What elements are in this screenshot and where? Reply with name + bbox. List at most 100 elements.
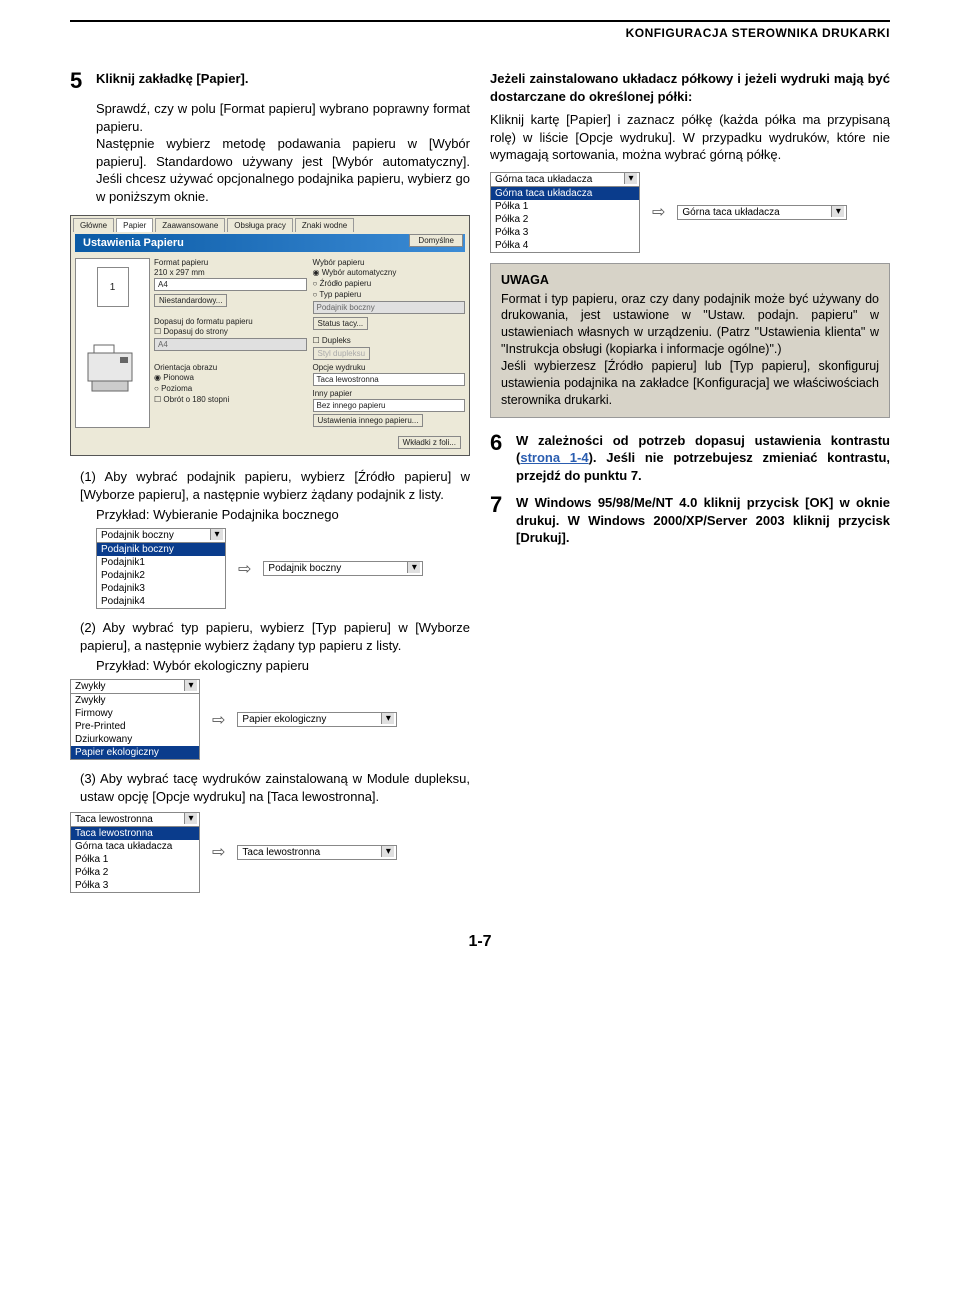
status-button[interactable]: Status tacy... xyxy=(313,317,369,330)
list-item[interactable]: Podajnik2 xyxy=(97,569,225,582)
list-item[interactable]: Półka 4 xyxy=(491,239,639,252)
substep-3: (3) Aby wybrać tacę wydruków zainstalowa… xyxy=(80,770,470,805)
header-rule xyxy=(70,20,890,22)
output-options-label: Opcje wydruku xyxy=(313,363,466,372)
wybor-label: Wybór papieru xyxy=(313,258,466,267)
radio-label: Źródło papieru xyxy=(320,279,372,288)
fit-checkbox[interactable]: ☐ Dopasuj do strony xyxy=(154,327,307,336)
example-2: Przykład: Wybór ekologiczny papieru xyxy=(96,658,470,673)
radio-label: Pionowa xyxy=(163,373,194,382)
result-dropdown[interactable]: Papier ekologiczny xyxy=(237,712,397,727)
dialog-tab[interactable]: Obsługa pracy xyxy=(227,218,293,232)
listbox-header: Górna taca układacza xyxy=(491,173,639,187)
dialog-preview-panel: 1 xyxy=(75,258,150,428)
format-dropdown[interactable]: A4 xyxy=(154,278,307,291)
output-dropdown[interactable]: Taca lewostronna xyxy=(313,373,466,386)
defaults-button[interactable]: Domyślne xyxy=(409,234,463,247)
other-paper-settings-button[interactable]: Ustawienia innego papieru... xyxy=(313,414,424,427)
radio-type[interactable]: ○ Typ papieru xyxy=(313,290,466,299)
inserts-button[interactable]: Wkładki z foli... xyxy=(398,436,461,449)
radio-portrait[interactable]: ◉ Pionowa xyxy=(154,373,307,382)
list-item[interactable]: Górna taca układacza xyxy=(491,187,639,200)
right-intro-head: Jeżeli zainstalowano układacz półkowy i … xyxy=(490,70,890,105)
list-item[interactable]: Papier ekologiczny xyxy=(71,746,199,759)
example-1: Przykład: Wybieranie Podajnika bocznego xyxy=(96,507,470,522)
dialog-banner: Ustawienia Papieru xyxy=(75,234,465,252)
step-7-heading: W Windows 95/98/Me/NT 4.0 kliknij przyci… xyxy=(516,494,890,547)
arrow-right-icon: ⇨ xyxy=(212,842,225,862)
stacker-listbox[interactable]: Górna taca układacza Górna taca układacz… xyxy=(490,172,640,253)
step-6-number: 6 xyxy=(490,432,508,454)
fit-label: Dopasuj do formatu papieru xyxy=(154,317,307,326)
arrow-right-icon: ⇨ xyxy=(652,202,665,222)
dialog-tab-active[interactable]: Papier xyxy=(116,218,153,232)
result-dropdown[interactable]: Podajnik boczny xyxy=(263,561,423,576)
listbox-header: Zwykły xyxy=(71,680,199,694)
header-title: KONFIGURACJA STEROWNIKA DRUKARKI xyxy=(70,26,890,40)
list-item[interactable]: Dziurkowany xyxy=(71,733,199,746)
duplex-checkbox[interactable]: ☐ Dupleks xyxy=(313,336,466,345)
paper-settings-dialog: Główne Papier Zaawansowane Obsługa pracy… xyxy=(70,215,470,456)
list-item[interactable]: Podajnik boczny xyxy=(97,543,225,556)
page-link[interactable]: strona 1-4 xyxy=(520,450,588,465)
custom-button[interactable]: Niestandardowy... xyxy=(154,294,227,307)
check-label: Obrót o 180 stopni xyxy=(163,395,229,404)
page-number: 1-7 xyxy=(70,933,890,951)
list-item[interactable]: Firmowy xyxy=(71,707,199,720)
step-5-heading: Kliknij zakładkę [Papier]. xyxy=(96,70,470,88)
papertype-listbox[interactable]: Zwykły Zwykły Firmowy Pre-Printed Dziurk… xyxy=(70,679,200,760)
arrow-right-icon: ⇨ xyxy=(212,710,225,730)
check-label: Dopasuj do strony xyxy=(163,327,227,336)
printer-icon xyxy=(80,335,140,395)
list-item[interactable]: Zwykły xyxy=(71,694,199,707)
tray-dropdown-disabled: Podajnik boczny xyxy=(313,301,466,314)
dialog-tab[interactable]: Znaki wodne xyxy=(295,218,354,232)
note-body: Format i typ papieru, oraz czy dany poda… xyxy=(501,291,879,409)
result-dropdown[interactable]: Taca lewostronna xyxy=(237,845,397,860)
note-box: UWAGA Format i typ papieru, oraz czy dan… xyxy=(490,263,890,418)
tray-listbox[interactable]: Podajnik boczny Podajnik boczny Podajnik… xyxy=(96,528,226,609)
dialog-tab[interactable]: Zaawansowane xyxy=(155,218,225,232)
listbox-header: Podajnik boczny xyxy=(97,529,225,543)
list-item[interactable]: Taca lewostronna xyxy=(71,827,199,840)
list-item[interactable]: Półka 1 xyxy=(491,200,639,213)
fit-size-disabled: A4 xyxy=(154,338,307,351)
right-intro-body: Kliknij kartę [Papier] i zaznacz półkę (… xyxy=(490,111,890,164)
list-item[interactable]: Półka 2 xyxy=(491,213,639,226)
list-item[interactable]: Pre-Printed xyxy=(71,720,199,733)
list-item[interactable]: Półka 3 xyxy=(71,879,199,892)
step-5-body: Sprawdź, czy w polu [Format papieru] wyb… xyxy=(96,100,470,205)
format-value: 210 x 297 mm xyxy=(154,268,307,277)
other-paper-label: Inny papier xyxy=(313,389,466,398)
other-paper-dropdown[interactable]: Bez innego papieru xyxy=(313,399,466,412)
step-7-number: 7 xyxy=(490,494,508,516)
dialog-tab[interactable]: Główne xyxy=(73,218,114,232)
result-dropdown[interactable]: Górna taca układacza xyxy=(677,205,847,220)
list-item[interactable]: Górna taca układacza xyxy=(71,840,199,853)
step-6-heading: W zależności od potrzeb dopasuj ustawien… xyxy=(516,432,890,485)
output-listbox[interactable]: Taca lewostronna Taca lewostronna Górna … xyxy=(70,812,200,893)
list-item[interactable]: Podajnik4 xyxy=(97,595,225,608)
listbox-header: Taca lewostronna xyxy=(71,813,199,827)
orient-label: Orientacja obrazu xyxy=(154,363,307,372)
substep-1: (1) Aby wybrać podajnik papieru, wybierz… xyxy=(80,468,470,503)
list-item[interactable]: Podajnik3 xyxy=(97,582,225,595)
list-item[interactable]: Podajnik1 xyxy=(97,556,225,569)
radio-label: Pozioma xyxy=(161,384,192,393)
radio-auto[interactable]: ◉ Wybór automatyczny xyxy=(313,268,466,277)
substep-2: (2) Aby wybrać typ papieru, wybierz [Typ… xyxy=(80,619,470,654)
arrow-right-icon: ⇨ xyxy=(238,559,251,579)
duplex-style-button: Styl dupleksu xyxy=(313,347,371,360)
list-item[interactable]: Półka 1 xyxy=(71,853,199,866)
format-label: Format papieru xyxy=(154,258,307,267)
step-5-number: 5 xyxy=(70,70,88,92)
list-item[interactable]: Półka 3 xyxy=(491,226,639,239)
radio-label: Wybór automatyczny xyxy=(322,268,397,277)
radio-label: Typ papieru xyxy=(319,290,361,299)
radio-source[interactable]: ○ Źródło papieru xyxy=(313,279,466,288)
page-preview-icon: 1 xyxy=(97,267,129,307)
rotate-checkbox[interactable]: ☐ Obrót o 180 stopni xyxy=(154,395,307,404)
radio-landscape[interactable]: ○ Pozioma xyxy=(154,384,307,393)
list-item[interactable]: Półka 2 xyxy=(71,866,199,879)
check-label: Dupleks xyxy=(322,336,351,345)
